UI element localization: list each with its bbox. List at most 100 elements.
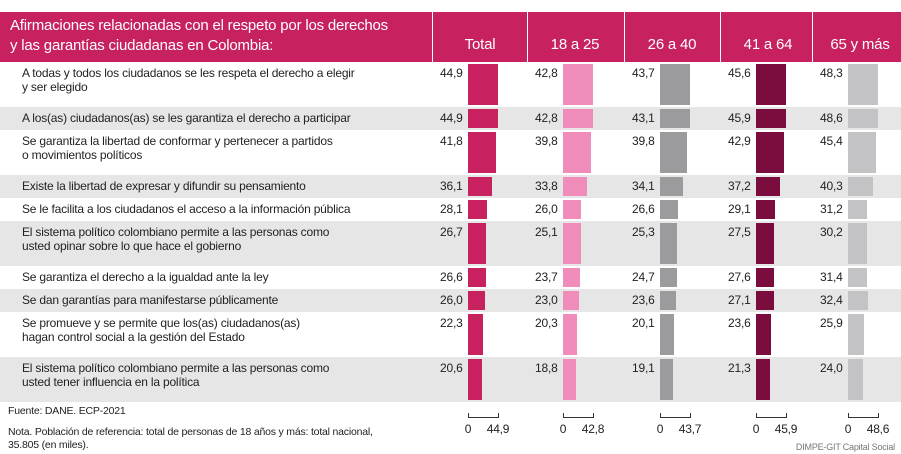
value-label: 44,9 bbox=[440, 111, 463, 125]
value-label: 22,3 bbox=[440, 316, 463, 330]
value-label: 26,0 bbox=[535, 202, 558, 216]
bar bbox=[563, 109, 593, 128]
scale-tick bbox=[689, 413, 691, 418]
bar bbox=[468, 314, 483, 355]
scale-tick bbox=[659, 413, 661, 418]
scale-tick bbox=[847, 413, 849, 418]
value-label: 26,6 bbox=[632, 202, 655, 216]
column-header: Total bbox=[464, 36, 496, 53]
value-label: 20,6 bbox=[440, 361, 463, 375]
bar bbox=[468, 177, 493, 196]
bar bbox=[468, 64, 498, 105]
divider bbox=[720, 12, 721, 62]
value-label: 43,1 bbox=[632, 111, 655, 125]
value-label: 45,9 bbox=[728, 111, 751, 125]
value-label: 42,9 bbox=[728, 134, 751, 148]
row-label: Se garantiza el derecho a la igualdad an… bbox=[22, 270, 269, 284]
scale-label: 0 bbox=[844, 422, 852, 436]
bar bbox=[468, 359, 482, 400]
bar bbox=[756, 200, 776, 219]
row-label: Existe la libertad de expresar y difundi… bbox=[22, 179, 306, 193]
bar bbox=[756, 64, 786, 105]
bar bbox=[660, 109, 690, 128]
source: Fuente: DANE. ECP-2021 bbox=[8, 405, 126, 417]
row-label: Se garantiza la libertad de conformar y … bbox=[22, 134, 333, 162]
bar bbox=[848, 64, 878, 105]
bar bbox=[468, 291, 486, 310]
value-label: 28,1 bbox=[440, 202, 463, 216]
value-label: 36,1 bbox=[440, 179, 463, 193]
value-label: 26,7 bbox=[440, 225, 463, 239]
value-label: 42,8 bbox=[535, 66, 558, 80]
value-label: 23,7 bbox=[535, 270, 558, 284]
bar bbox=[468, 223, 486, 264]
bar bbox=[848, 359, 863, 400]
value-label: 23,6 bbox=[728, 316, 751, 330]
value-label: 25,9 bbox=[820, 316, 843, 330]
scale-label: 0 bbox=[656, 422, 664, 436]
bar bbox=[660, 359, 674, 400]
value-label: 48,6 bbox=[820, 111, 843, 125]
column-header: 65 y más bbox=[830, 36, 890, 53]
scale-tick bbox=[467, 413, 469, 418]
scale-line bbox=[756, 417, 786, 418]
bar bbox=[563, 200, 582, 219]
bar bbox=[563, 223, 581, 264]
credit: DIMPE-GIT Capital Social bbox=[795, 442, 895, 452]
value-label: 31,2 bbox=[820, 202, 843, 216]
value-label: 26,0 bbox=[440, 293, 463, 307]
bar bbox=[848, 200, 868, 219]
value-label: 45,6 bbox=[728, 66, 751, 80]
row-label: Se dan garantías para manifestarse públi… bbox=[22, 293, 279, 307]
divider bbox=[624, 12, 625, 62]
row-bg bbox=[0, 357, 901, 402]
bar bbox=[756, 291, 774, 310]
value-label: 39,8 bbox=[632, 134, 655, 148]
scale-line bbox=[848, 417, 878, 418]
value-label: 26,6 bbox=[440, 270, 463, 284]
scale-line bbox=[468, 417, 498, 418]
bar bbox=[848, 291, 868, 310]
scale-tick bbox=[497, 413, 499, 418]
bar bbox=[756, 359, 770, 400]
value-label: 27,5 bbox=[728, 225, 751, 239]
scale-tick bbox=[755, 413, 757, 418]
scale-tick bbox=[562, 413, 564, 418]
bar bbox=[660, 223, 678, 264]
value-label: 45,4 bbox=[820, 134, 843, 148]
bar bbox=[756, 177, 781, 196]
value-label: 37,2 bbox=[728, 179, 751, 193]
value-label: 24,0 bbox=[820, 361, 843, 375]
value-label: 48,3 bbox=[820, 66, 843, 80]
row-label: El sistema político colombiano permite a… bbox=[22, 361, 330, 389]
divider bbox=[527, 12, 528, 62]
bar bbox=[468, 109, 498, 128]
scale-line bbox=[563, 417, 593, 418]
bar bbox=[756, 109, 786, 128]
scale-tick bbox=[785, 413, 787, 418]
column-header: 26 a 40 bbox=[647, 36, 697, 53]
value-label: 44,9 bbox=[440, 66, 463, 80]
bar bbox=[563, 314, 578, 355]
bar bbox=[848, 177, 873, 196]
bar bbox=[563, 64, 593, 105]
column-header: 41 a 64 bbox=[743, 36, 793, 53]
scale-label: 48,6 bbox=[866, 422, 890, 436]
bar bbox=[756, 314, 772, 355]
note: Nota. Población de referencia: total de … bbox=[8, 426, 373, 451]
value-label: 27,6 bbox=[728, 270, 751, 284]
row-label: A todas y todos los ciudadanos se les re… bbox=[22, 66, 355, 94]
value-label: 42,8 bbox=[535, 111, 558, 125]
value-label: 34,1 bbox=[632, 179, 655, 193]
row-bg bbox=[0, 221, 901, 266]
bar bbox=[660, 291, 677, 310]
bar bbox=[660, 268, 677, 287]
value-label: 41,8 bbox=[440, 134, 463, 148]
value-label: 24,7 bbox=[632, 270, 655, 284]
bar bbox=[848, 223, 867, 264]
bar bbox=[660, 132, 688, 173]
value-label: 32,4 bbox=[820, 293, 843, 307]
bar bbox=[660, 314, 674, 355]
scale-tick bbox=[592, 413, 594, 418]
value-label: 25,1 bbox=[535, 225, 558, 239]
